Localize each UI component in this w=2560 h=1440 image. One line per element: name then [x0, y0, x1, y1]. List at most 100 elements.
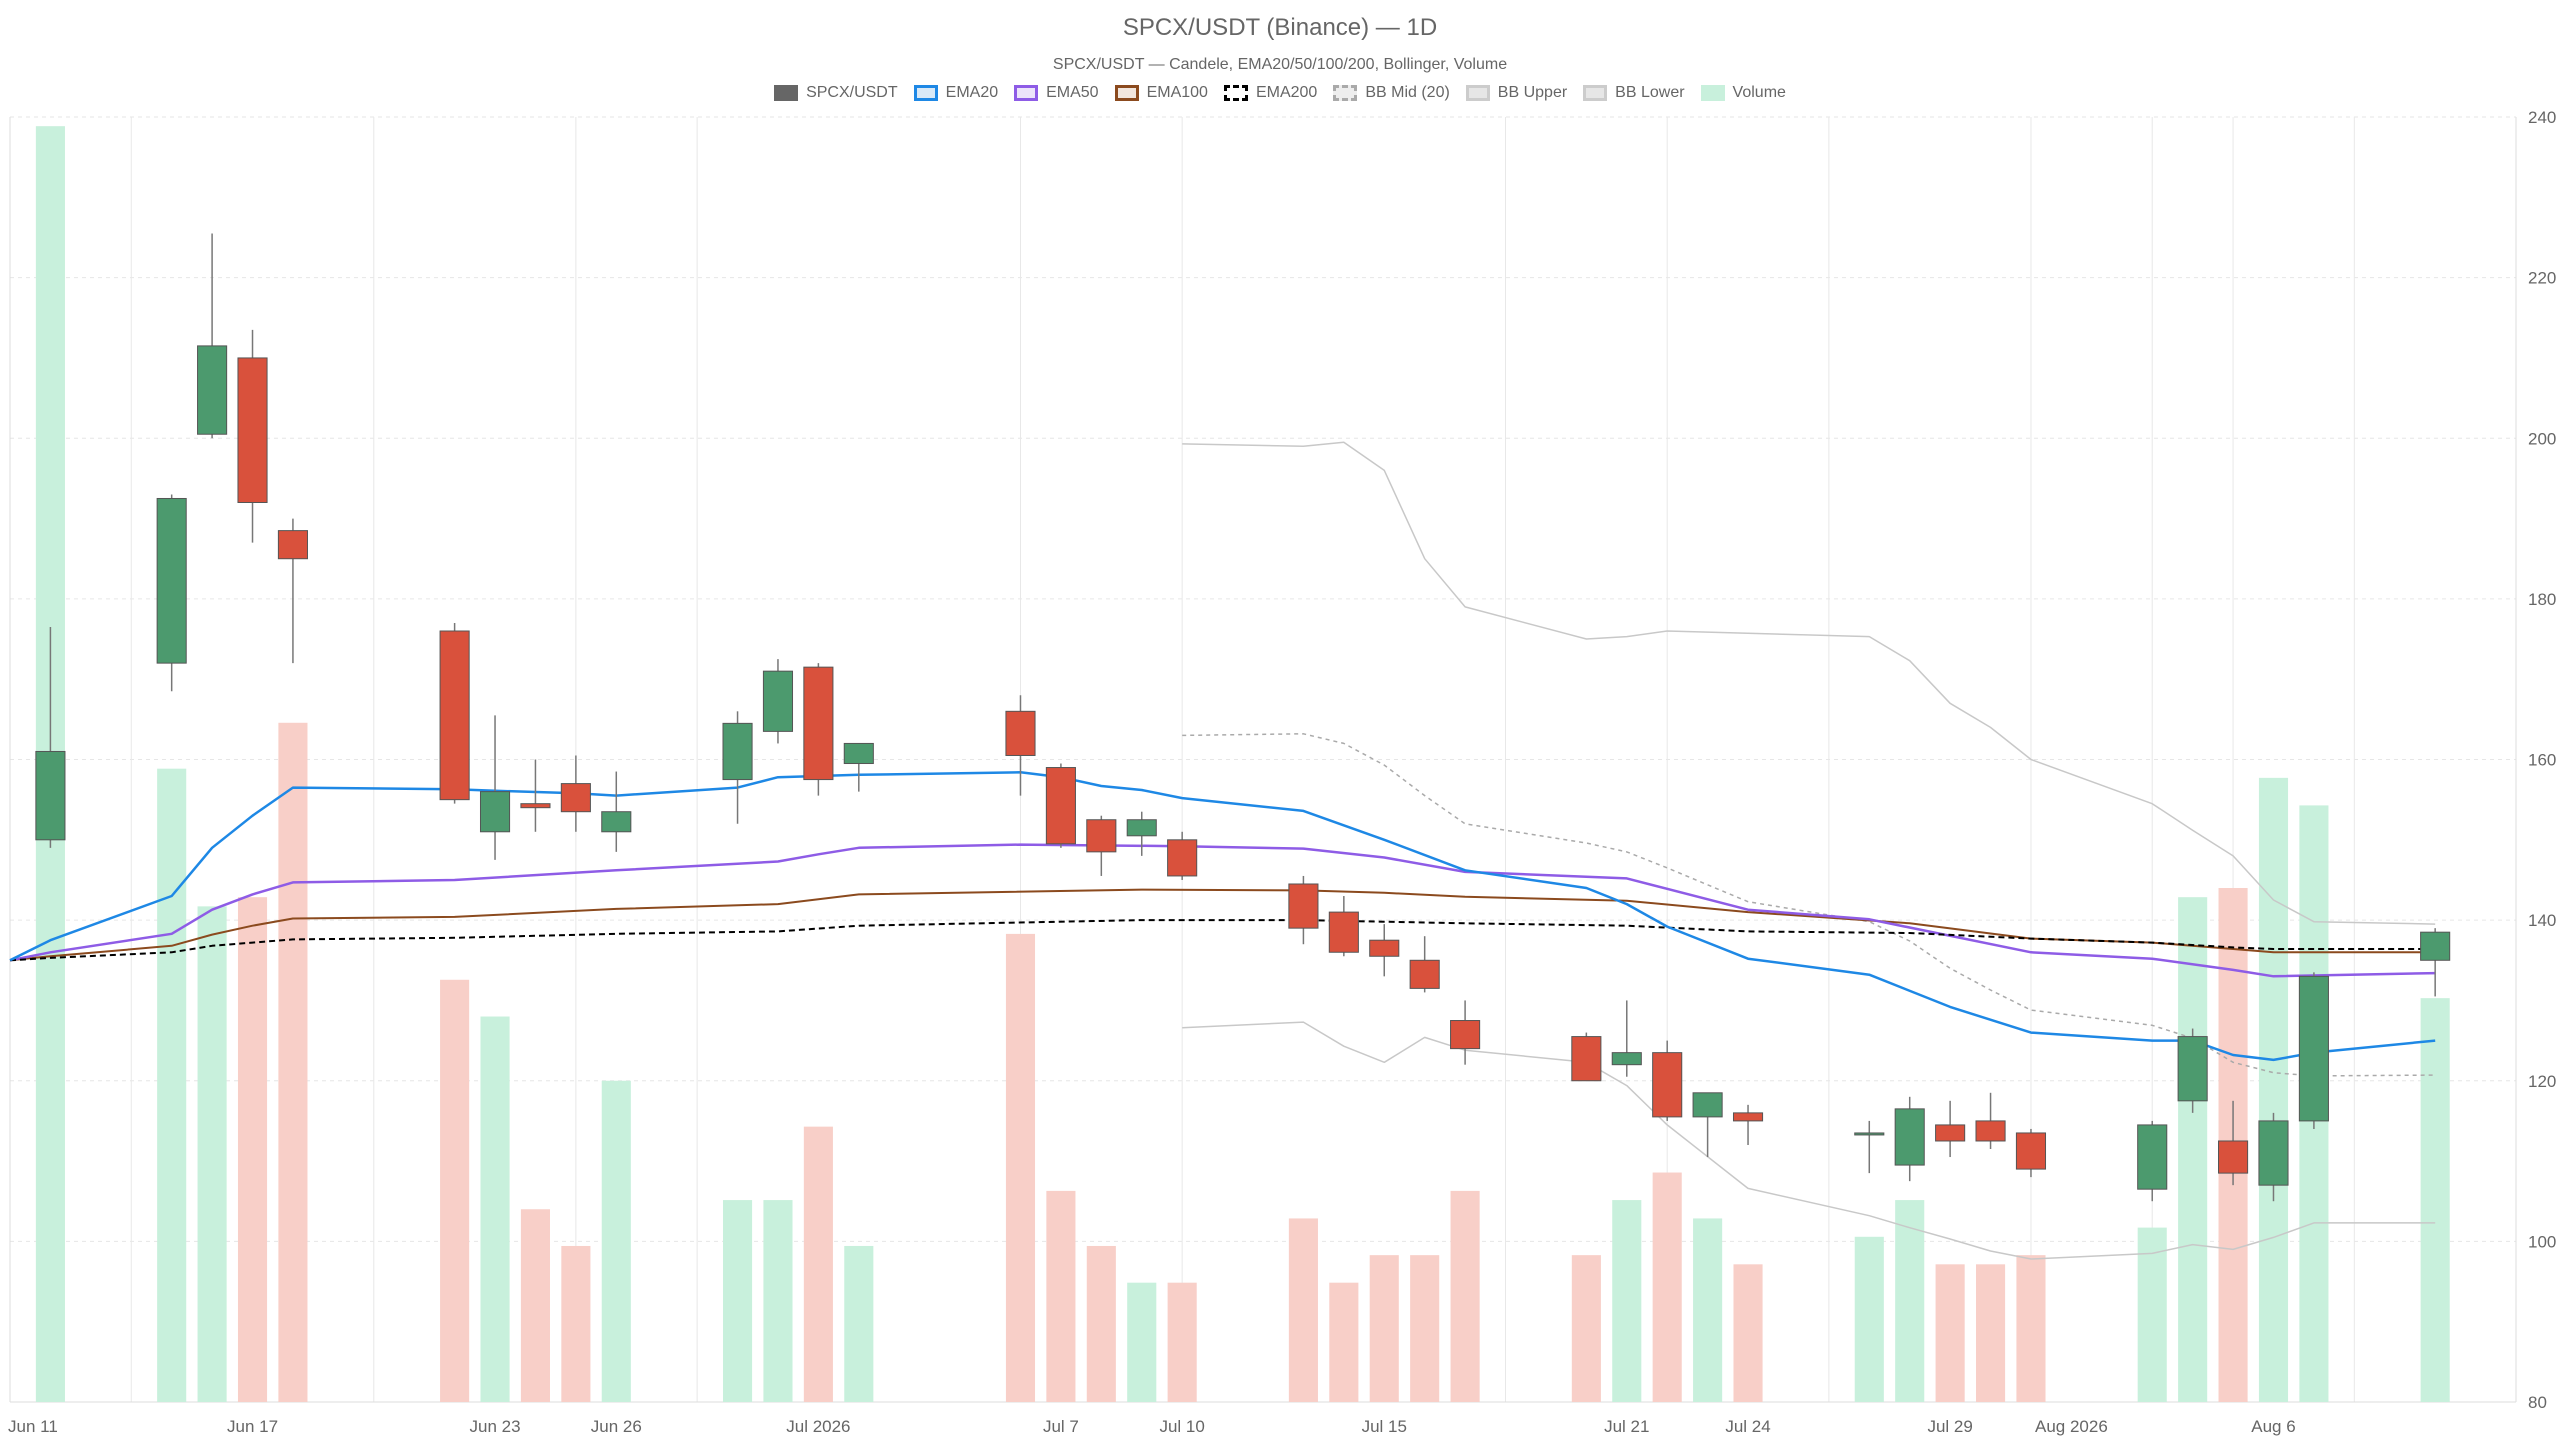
bollinger-layer [1182, 441, 2436, 1260]
candle-body [1935, 1124, 1966, 1142]
volume-bar [1975, 1264, 2006, 1402]
volume-bar [2258, 777, 2289, 1402]
volume-bar [1005, 933, 1036, 1402]
candle-body [1409, 959, 1440, 989]
candle-body [1328, 911, 1359, 953]
candle-body [1652, 1052, 1683, 1118]
x-tick-label: Jun 26 [591, 1417, 642, 1436]
volume-bar [803, 1126, 833, 1402]
candle-body [1045, 767, 1076, 845]
candle-body [762, 670, 794, 732]
volume-bar [480, 1016, 510, 1402]
candle-body [520, 803, 551, 809]
legend-swatch [1014, 85, 1039, 101]
legend-label: Volume [1732, 84, 1786, 101]
legend-item[interactable]: Volume [1700, 84, 1786, 102]
volume-bar [1693, 1218, 1723, 1402]
candle-body [2137, 1124, 2168, 1190]
y-tick-label: 200 [2528, 429, 2556, 448]
x-tick-label: Jun 11 [8, 1417, 58, 1436]
legend-item[interactable]: EMA50 [1014, 84, 1099, 102]
chart-legend: SPCX/USDT EMA20 EMA50 EMA100 EMA200 BB Mid (2… [0, 84, 2560, 102]
legend-label: BB Mid (20) [1365, 84, 1450, 101]
y-tick-label: 100 [2528, 1232, 2556, 1251]
volume-bar [763, 1200, 793, 1402]
legend-label: EMA50 [1046, 84, 1099, 101]
volume-bar [1410, 1255, 1440, 1402]
legend-item[interactable]: SPCX/USDT [774, 84, 898, 102]
candle-body [277, 530, 308, 560]
volume-bar [1612, 1200, 1642, 1402]
y-tick-label: 240 [2528, 108, 2556, 127]
candle-body [1692, 1092, 1723, 1118]
volume-bar [1046, 1190, 1076, 1402]
candle-body [1005, 710, 1036, 756]
y-tick-label: 120 [2528, 1072, 2556, 1091]
candle-body [560, 783, 591, 813]
bb-lower-line [1182, 1021, 2436, 1260]
volume-bar [2420, 998, 2450, 1402]
candle-body [601, 811, 632, 833]
candle-body [1571, 1036, 1602, 1082]
volume-bar [1086, 1245, 1116, 1402]
volume-bar [1854, 1236, 1884, 1402]
x-tick-label: Jul 2026 [786, 1417, 850, 1436]
legend-label: SPCX/USDT [806, 84, 898, 101]
legend-label: BB Lower [1615, 84, 1685, 101]
volume-bar [1127, 1282, 1157, 1402]
x-tick-label: Jul 21 [1604, 1417, 1649, 1436]
x-tick-label: Aug 6 [2251, 1417, 2295, 1436]
legend-item[interactable]: BB Upper [1465, 84, 1567, 102]
volume-bar [2016, 1255, 2046, 1402]
candle-body [35, 750, 66, 841]
legend-item[interactable]: BB Lower [1583, 84, 1685, 102]
volume-bar [1895, 1200, 1925, 1402]
volume-bar [1450, 1190, 1480, 1402]
legend-item[interactable]: EMA20 [913, 84, 998, 102]
legend-swatch [1700, 85, 1725, 101]
x-tick-label: Jul 29 [1927, 1417, 1972, 1436]
volume-bar [440, 979, 470, 1402]
volume-bar [722, 1200, 753, 1402]
candle-body [1611, 1052, 1642, 1066]
volume-bar [2137, 1227, 2167, 1402]
chart-subtitle: SPCX/USDT — Candele, EMA20/50/100/200, B… [1052, 56, 1508, 73]
grid-layer [9, 116, 2517, 1403]
volume-bar [561, 1245, 591, 1402]
candle-body [722, 722, 753, 781]
legend-swatch [1333, 85, 1358, 101]
volume-bar [1167, 1282, 1197, 1402]
x-tick-label: Jul 7 [1043, 1417, 1079, 1436]
y-tick-label: 80 [2528, 1393, 2547, 1412]
volume-layer [35, 126, 2450, 1402]
x-tick-label: Jun 17 [227, 1417, 278, 1436]
legend-item[interactable]: EMA100 [1114, 84, 1208, 102]
legend-swatch [1465, 85, 1490, 101]
candle-body [1167, 839, 1198, 877]
candle-body [237, 357, 268, 503]
legend-label: EMA100 [1146, 84, 1208, 101]
legend-item[interactable]: BB Mid (20) [1333, 84, 1450, 102]
ema200-line [9, 919, 2436, 962]
candle-body [1086, 819, 1117, 853]
y-tick-label: 140 [2528, 911, 2556, 930]
volume-bar [1733, 1264, 1763, 1402]
bb-mid-line [1182, 733, 2436, 1077]
candle-body [1369, 939, 1400, 957]
volume-bar [2178, 897, 2208, 1402]
y-tick-label: 220 [2528, 269, 2556, 288]
x-tick-label: Jul 24 [1725, 1417, 1770, 1436]
candle-body [843, 742, 874, 765]
ema20-line [9, 771, 2436, 1062]
candles-layer [35, 233, 2451, 1202]
y-tick-label: 180 [2528, 590, 2556, 609]
volume-bar [1571, 1255, 1601, 1402]
legend-label: EMA200 [1255, 84, 1318, 101]
volume-bar [1652, 1172, 1682, 1402]
bb-upper-line [1182, 441, 2436, 925]
candle-body [2420, 931, 2451, 961]
volume-bar [1288, 1218, 1318, 1402]
legend-item[interactable]: EMA200 [1223, 84, 1318, 102]
candle-body [1975, 1120, 2006, 1142]
